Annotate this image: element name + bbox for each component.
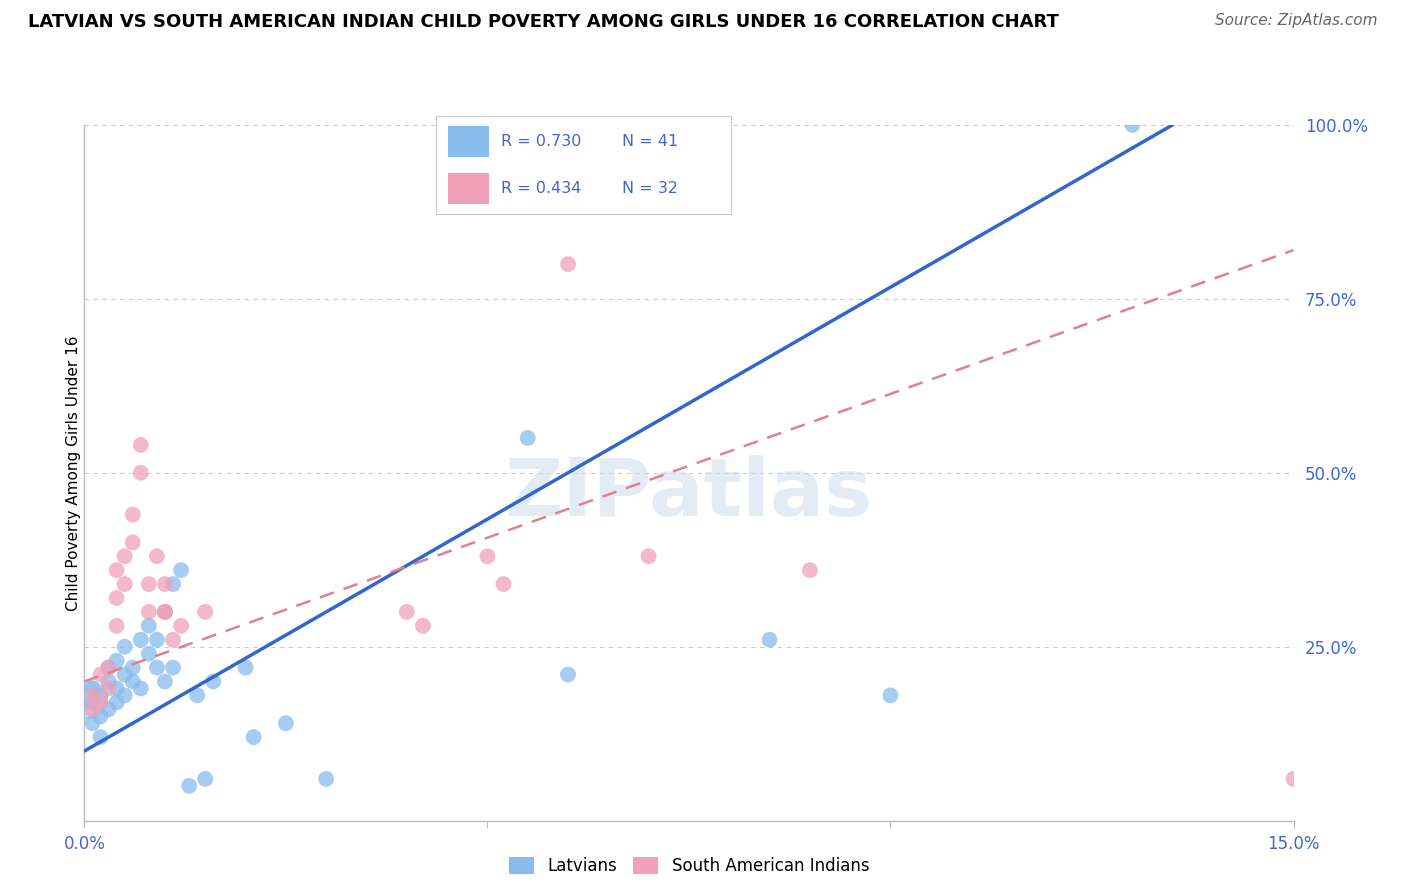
Point — [799, 563, 821, 577]
Point — [129, 681, 152, 696]
FancyBboxPatch shape — [447, 173, 489, 204]
Point — [82, 716, 104, 731]
Point — [82, 681, 104, 696]
Point — [97, 702, 120, 716]
Point — [170, 563, 193, 577]
Point — [395, 605, 418, 619]
Text: R = 0.730: R = 0.730 — [501, 134, 581, 149]
Point — [121, 535, 143, 549]
Point — [138, 577, 160, 591]
Point — [162, 577, 184, 591]
Point — [492, 577, 515, 591]
Point — [105, 654, 128, 668]
Point — [138, 647, 160, 661]
Point — [89, 689, 111, 703]
Point — [97, 660, 120, 674]
Point — [315, 772, 337, 786]
Point — [879, 689, 901, 703]
Point — [153, 577, 176, 591]
Point — [82, 695, 104, 709]
Point — [1282, 772, 1305, 786]
Point — [105, 681, 128, 696]
Point — [82, 689, 104, 703]
Point — [162, 632, 184, 647]
Point — [412, 619, 434, 633]
Point — [105, 591, 128, 605]
Point — [105, 695, 128, 709]
Point — [114, 640, 136, 654]
Point — [89, 695, 111, 709]
Point — [121, 674, 143, 689]
Point — [170, 619, 193, 633]
Text: LATVIAN VS SOUTH AMERICAN INDIAN CHILD POVERTY AMONG GIRLS UNDER 16 CORRELATION : LATVIAN VS SOUTH AMERICAN INDIAN CHILD P… — [28, 13, 1059, 31]
Point — [89, 667, 111, 681]
Point — [242, 730, 264, 744]
Point — [153, 605, 176, 619]
Point — [153, 605, 176, 619]
Point — [194, 605, 217, 619]
Point — [146, 549, 169, 564]
Point — [77, 692, 100, 706]
Point — [121, 508, 143, 522]
Point — [179, 779, 201, 793]
Point — [121, 660, 143, 674]
Point — [89, 709, 111, 723]
Point — [557, 667, 579, 681]
FancyBboxPatch shape — [447, 126, 489, 157]
Point — [557, 257, 579, 271]
Point — [105, 563, 128, 577]
Point — [89, 730, 111, 744]
Text: ZIPatlas: ZIPatlas — [505, 455, 873, 533]
Y-axis label: Child Poverty Among Girls Under 16: Child Poverty Among Girls Under 16 — [66, 335, 80, 610]
Point — [129, 438, 152, 452]
Point — [97, 681, 120, 696]
Point — [162, 660, 184, 674]
Point — [138, 605, 160, 619]
Text: R = 0.434: R = 0.434 — [501, 181, 581, 196]
Point — [637, 549, 659, 564]
Point — [105, 619, 128, 633]
Point — [114, 667, 136, 681]
Point — [138, 619, 160, 633]
Point — [274, 716, 297, 731]
Text: N = 41: N = 41 — [621, 134, 678, 149]
Point — [114, 577, 136, 591]
Point — [153, 674, 176, 689]
Point — [1121, 118, 1143, 132]
Point — [97, 660, 120, 674]
Point — [516, 431, 538, 445]
Point — [114, 549, 136, 564]
Point — [153, 605, 176, 619]
Point — [129, 466, 152, 480]
Point — [235, 660, 257, 674]
Point — [194, 772, 217, 786]
Point — [758, 632, 780, 647]
Point — [477, 549, 499, 564]
Point — [146, 632, 169, 647]
Text: N = 32: N = 32 — [621, 181, 678, 196]
Point — [202, 674, 225, 689]
Legend: Latvians, South American Indians: Latvians, South American Indians — [502, 850, 876, 882]
Point — [186, 689, 208, 703]
Point — [82, 702, 104, 716]
Point — [97, 674, 120, 689]
Point — [114, 689, 136, 703]
Point — [129, 632, 152, 647]
Point — [146, 660, 169, 674]
Text: Source: ZipAtlas.com: Source: ZipAtlas.com — [1215, 13, 1378, 29]
